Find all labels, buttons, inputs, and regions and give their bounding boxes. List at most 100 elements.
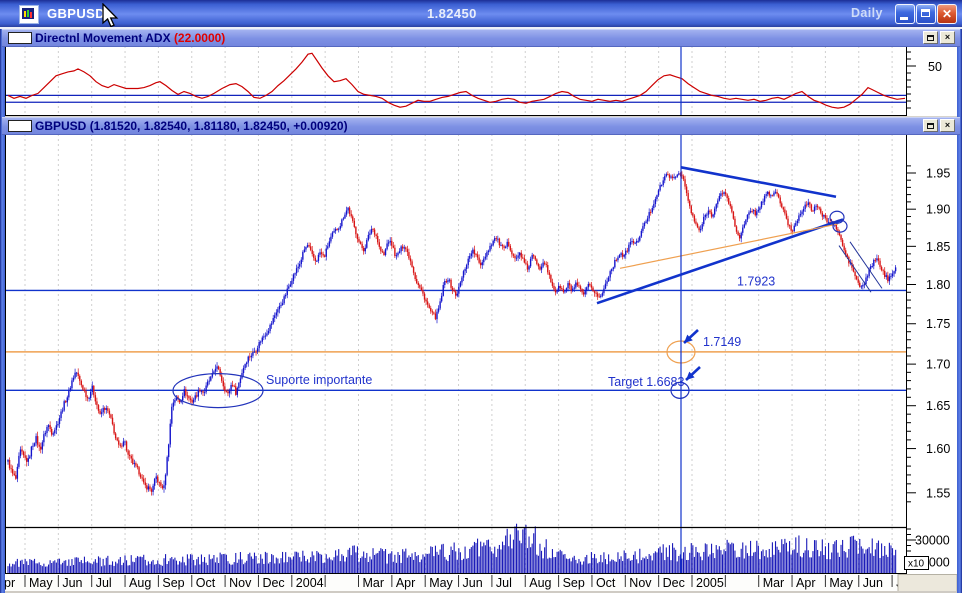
candle-body (821, 212, 824, 217)
candle-body (422, 290, 424, 294)
candle-wick (488, 249, 489, 256)
candle-wick (519, 252, 521, 260)
volume-bar (799, 556, 802, 573)
volume-bar (718, 546, 720, 573)
candle-body (604, 283, 607, 289)
volume-bar (623, 550, 625, 573)
adx-panel-header[interactable]: Directnl Movement ADX (22.0000) × (2, 29, 960, 47)
candle-body (196, 395, 198, 397)
volume-bar (322, 562, 324, 573)
volume-bar (88, 562, 90, 573)
volume-bar (253, 552, 256, 573)
volume-bar (174, 557, 176, 573)
candle-body (682, 176, 685, 180)
candle-body (862, 284, 864, 287)
volume-bar (350, 555, 352, 573)
candle-wick (871, 262, 873, 268)
candle-body (233, 385, 235, 387)
adx-restore-button[interactable] (923, 31, 938, 44)
candle-body (890, 276, 892, 278)
candle-wick (226, 389, 227, 393)
main-panel-header[interactable]: GBPUSD (1.81520, 1.82540, 1.81180, 1.824… (2, 117, 960, 135)
volume-bar (633, 554, 635, 573)
volume-bar (121, 565, 123, 573)
candle-body (798, 215, 800, 221)
candle-body (640, 230, 643, 237)
candle-body (529, 258, 532, 267)
candle-wick (502, 243, 503, 250)
month-label: Dec (262, 576, 284, 590)
volume-bar (480, 541, 482, 573)
candle-body (489, 245, 491, 251)
volume-bar (338, 549, 340, 573)
volume-bar (704, 543, 706, 573)
minimize-button[interactable] (895, 4, 915, 24)
candle-body (74, 372, 76, 378)
candle-body (172, 402, 175, 407)
candle-wick (48, 424, 49, 432)
volume-bar (650, 555, 652, 573)
volume-bar (604, 559, 607, 573)
main-ohlc: (1.81520, 1.82540, 1.81180, 1.82450, +0.… (89, 119, 348, 133)
candle-body (41, 442, 44, 450)
candle-body (100, 412, 103, 414)
main-panel-icon[interactable] (8, 120, 32, 132)
month-label: May (829, 576, 853, 590)
volume-bar (884, 546, 886, 573)
window-titlebar[interactable]: GBPUSD 1.82450 Daily ✕ (0, 0, 962, 28)
volume-bar (296, 551, 298, 573)
volume-bar (147, 561, 149, 573)
candle-wick (124, 440, 126, 445)
main-restore-button[interactable] (923, 119, 938, 132)
volume-bars (7, 523, 897, 573)
trendline (619, 223, 839, 269)
volume-bar (656, 552, 658, 573)
candle-wick (598, 293, 600, 298)
candle-body (192, 399, 195, 403)
adx-panel-icon[interactable] (8, 32, 32, 44)
candle-body (274, 315, 276, 319)
candle-wick (626, 247, 628, 253)
volume-bar (590, 552, 592, 573)
volume-bar (859, 538, 861, 573)
volume-bar (531, 543, 533, 573)
volume-bar (130, 555, 132, 573)
main-close-button[interactable]: × (940, 119, 955, 132)
candle-body (481, 262, 483, 266)
month-label: Jun (463, 576, 483, 590)
candle-wick (758, 206, 759, 213)
volume-bar (26, 561, 28, 573)
volume-bar (840, 544, 842, 573)
candle-body (338, 228, 340, 230)
volume-bar (127, 565, 129, 573)
volume-bar (124, 555, 126, 573)
candle-body (717, 200, 719, 205)
candle-body (389, 240, 391, 243)
volume-bar (52, 561, 54, 573)
maximize-button[interactable] (916, 4, 936, 24)
volume-bar (711, 543, 713, 573)
adx-close-button[interactable]: × (940, 31, 955, 44)
volume-bar (194, 565, 196, 573)
candle-body (50, 428, 53, 435)
volume-bar (244, 562, 246, 573)
candle-body (721, 193, 724, 195)
candle-body (550, 274, 552, 282)
volume-bar (804, 550, 806, 573)
candle-body (576, 282, 579, 286)
candle-body (264, 335, 267, 337)
candle-body (520, 252, 522, 258)
volume-bar (643, 558, 646, 573)
volume-bar (781, 539, 783, 573)
volume-bar (55, 562, 57, 573)
volume-bar (746, 553, 748, 573)
close-button[interactable]: ✕ (937, 4, 957, 24)
candle-body (299, 263, 301, 267)
candle-body (771, 195, 774, 197)
volume-bar (199, 564, 201, 573)
candle-body (500, 244, 502, 246)
candle-body (713, 208, 716, 215)
candle-body (887, 275, 889, 282)
